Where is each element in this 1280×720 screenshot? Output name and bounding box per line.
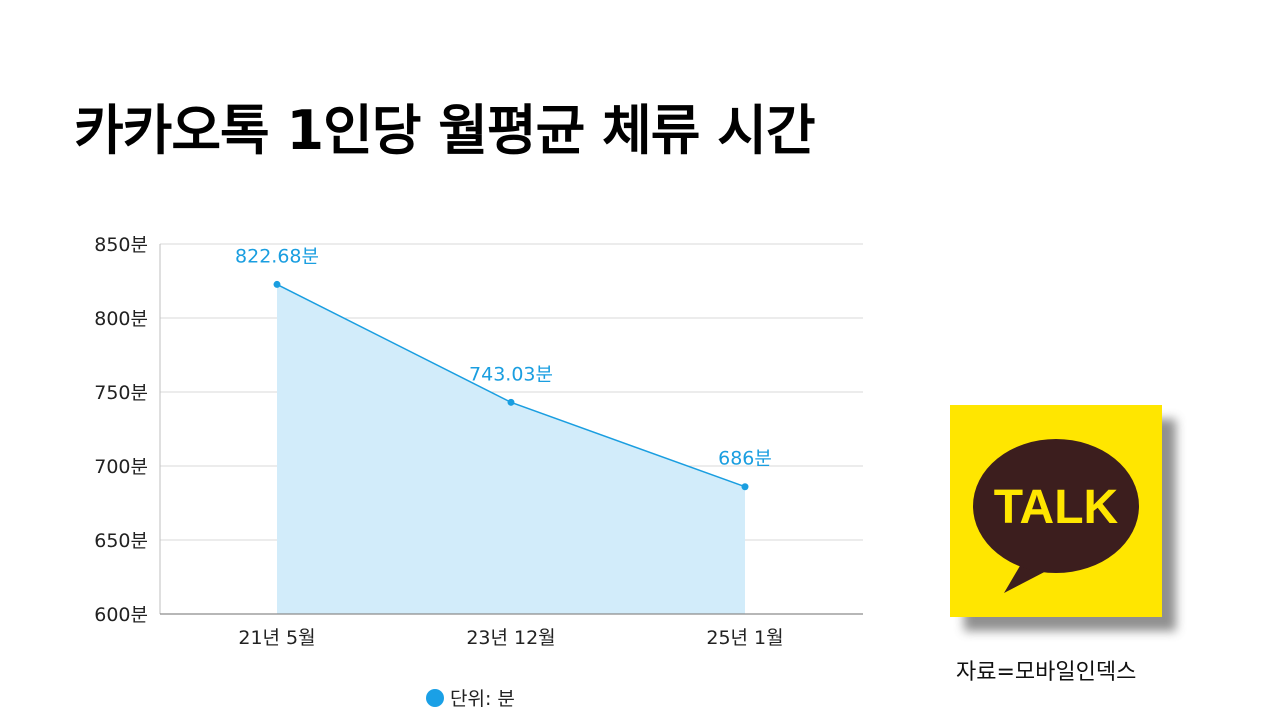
logo-background: TALK bbox=[950, 405, 1162, 617]
legend: 단위: 분 bbox=[426, 684, 515, 711]
source-note: 자료=모바일인덱스 bbox=[956, 660, 1137, 685]
kakaotalk-logo-icon: TALK bbox=[973, 439, 1139, 593]
x-axis-tick-labels: 21년 5월 23년 12월 25년 1월 bbox=[238, 627, 783, 649]
axes bbox=[159, 244, 863, 615]
data-points bbox=[273, 280, 749, 491]
y-tick-label: 600분 bbox=[94, 604, 148, 626]
data-point bbox=[507, 398, 515, 406]
y-tick-label: 800분 bbox=[94, 308, 148, 330]
y-axis-tick-labels: 600분 650분 700분 750분 800분 850분 bbox=[94, 234, 148, 626]
data-point bbox=[741, 483, 749, 491]
area-layer bbox=[276, 283, 746, 614]
data-label: 743.03분 bbox=[469, 363, 553, 385]
legend-marker bbox=[426, 688, 444, 707]
area-fill bbox=[277, 284, 745, 614]
speech-bubble bbox=[973, 439, 1139, 573]
data-labels: 822.68분 743.03분 686분 bbox=[235, 245, 772, 469]
y-tick-label: 850분 bbox=[94, 234, 148, 256]
logo-text: TALK bbox=[994, 481, 1119, 534]
y-tick-label: 650분 bbox=[94, 530, 148, 552]
data-point bbox=[273, 280, 281, 288]
x-tick-label: 25년 1월 bbox=[706, 627, 783, 649]
data-label: 822.68분 bbox=[235, 245, 319, 267]
kakaotalk-logo: TALK bbox=[950, 405, 1176, 631]
chart-title: 카카오톡 1인당 월평균 체류 시간 bbox=[74, 99, 816, 162]
y-tick-label: 750분 bbox=[94, 382, 148, 404]
y-tick-label: 700분 bbox=[94, 456, 148, 478]
data-label: 686분 bbox=[718, 448, 772, 470]
x-tick-label: 21년 5월 bbox=[238, 627, 315, 649]
legend-label: 단위: 분 bbox=[450, 688, 515, 710]
x-tick-label: 23년 12월 bbox=[466, 627, 555, 649]
